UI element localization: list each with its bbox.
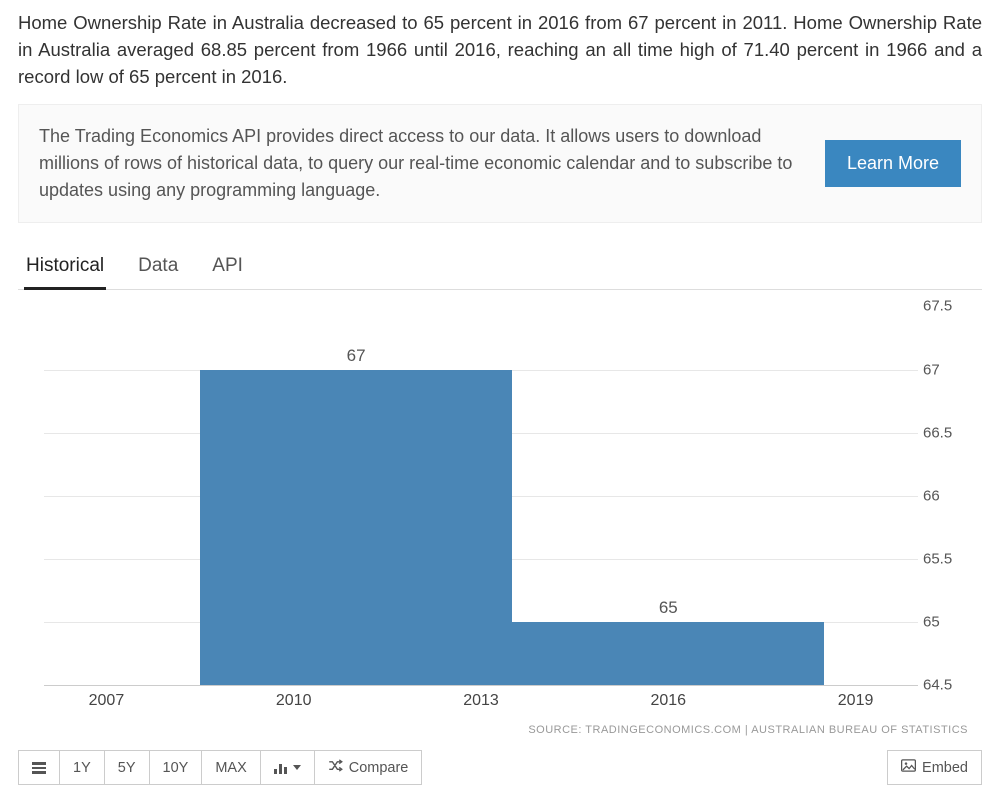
embed-label: Embed: [922, 760, 968, 776]
toolbar-right-group: Embed: [887, 750, 982, 785]
range-5y-button[interactable]: 5Y: [104, 750, 150, 785]
chart-bar[interactable]: 67: [200, 370, 512, 686]
bar-chart-icon: [274, 762, 287, 774]
y-tick-label: 66.5: [923, 424, 973, 441]
api-promo-box: The Trading Economics API provides direc…: [18, 104, 982, 223]
y-tick-label: 65.5: [923, 551, 973, 568]
range-10y-button[interactable]: 10Y: [149, 750, 203, 785]
learn-more-button[interactable]: Learn More: [825, 140, 961, 187]
x-axis: 2007 2010 2013 2016 2019: [44, 686, 918, 716]
chart-container: 64.56565.56666.56767.56765 2007201020132…: [18, 298, 982, 736]
image-icon: [901, 759, 916, 776]
tab-data[interactable]: Data: [136, 247, 180, 290]
list-icon: [32, 762, 46, 774]
chart-type-button[interactable]: [260, 750, 315, 785]
compare-button[interactable]: Compare: [314, 750, 423, 785]
x-tick-label: 2019: [838, 692, 874, 710]
x-tick-label: 2013: [463, 692, 499, 710]
chart-source-text: SOURCE: TRADINGECONOMICS.COM | AUSTRALIA…: [22, 724, 968, 736]
y-tick-label: 64.5: [923, 677, 973, 694]
bar-value-label: 65: [512, 598, 824, 618]
range-1y-button[interactable]: 1Y: [59, 750, 105, 785]
x-tick-label: 2016: [650, 692, 686, 710]
chart-toolbar: 1Y 5Y 10Y MAX Compare Embed: [18, 750, 982, 785]
intro-paragraph: Home Ownership Rate in Australia decreas…: [18, 10, 982, 90]
x-tick-label: 2007: [89, 692, 125, 710]
toolbar-left-group: 1Y 5Y 10Y MAX Compare: [18, 750, 422, 785]
range-max-button[interactable]: MAX: [201, 750, 260, 785]
shuffle-icon: [328, 759, 343, 776]
tab-historical[interactable]: Historical: [24, 247, 106, 290]
embed-button[interactable]: Embed: [887, 750, 982, 785]
chart-bar[interactable]: 65: [512, 622, 824, 685]
compare-label: Compare: [349, 760, 409, 776]
bar-value-label: 67: [200, 346, 512, 366]
bar-chart: 64.56565.56666.56767.56765: [44, 306, 918, 686]
api-promo-text: The Trading Economics API provides direc…: [39, 123, 801, 204]
chevron-down-icon: [293, 765, 301, 770]
tab-api[interactable]: API: [210, 247, 245, 290]
y-tick-label: 67: [923, 361, 973, 378]
x-tick-label: 2010: [276, 692, 312, 710]
list-view-button[interactable]: [18, 750, 60, 785]
y-tick-label: 65: [923, 614, 973, 631]
y-tick-label: 67.5: [923, 298, 973, 315]
tab-bar: Historical Data API: [18, 247, 982, 290]
y-tick-label: 66: [923, 487, 973, 504]
